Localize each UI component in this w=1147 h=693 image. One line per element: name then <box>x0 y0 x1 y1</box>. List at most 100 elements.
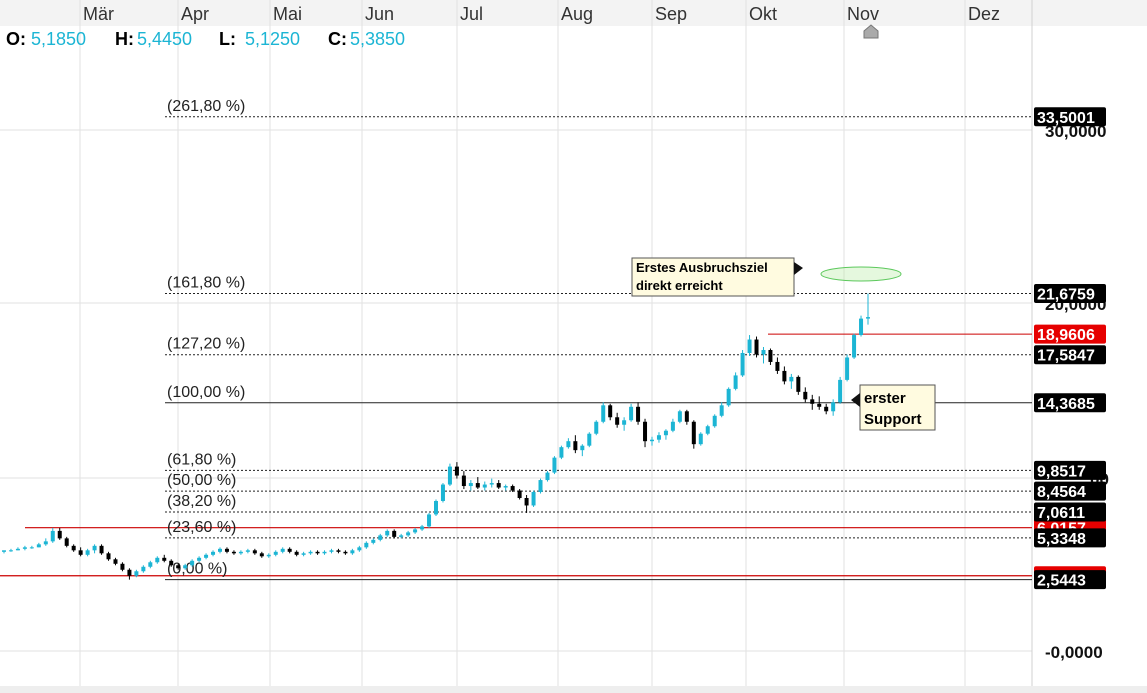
candle <box>350 548 355 555</box>
candle-body <box>406 532 411 536</box>
candle-body <box>36 544 41 548</box>
candle-body <box>524 498 529 506</box>
candle-body <box>447 466 452 485</box>
candle-body <box>385 530 390 536</box>
ohlc-high-label: H: <box>115 29 134 49</box>
candle <box>301 551 306 557</box>
candle-body <box>43 541 48 545</box>
candle <box>566 438 571 449</box>
candle <box>810 394 815 410</box>
candle-body <box>615 417 620 425</box>
x-tick-label: Aug <box>561 4 593 24</box>
x-tick-label: Dez <box>968 4 1000 24</box>
candle-body <box>733 375 738 389</box>
candle <box>15 547 20 551</box>
x-tick-label: Jun <box>365 4 394 24</box>
candle <box>601 402 606 424</box>
candle-body <box>810 399 815 404</box>
candle <box>587 432 592 448</box>
candle-body <box>740 352 745 376</box>
candle-body <box>517 490 522 498</box>
candle <box>371 538 376 545</box>
y-tick-label: 30,0000 <box>1045 122 1106 141</box>
candle <box>845 354 850 382</box>
candle-body <box>434 500 438 515</box>
candle <box>545 471 550 482</box>
candle-body <box>218 548 222 552</box>
candle <box>141 565 146 573</box>
candle-body <box>106 553 111 560</box>
candle <box>608 403 613 421</box>
candle-body <box>663 430 668 436</box>
candle <box>454 462 459 479</box>
candle-body <box>608 405 613 418</box>
candle <box>796 375 801 395</box>
candle-body <box>566 441 571 448</box>
annotation-box <box>859 384 936 431</box>
candle-body <box>629 406 634 421</box>
annotation-line: Support <box>864 411 922 428</box>
candle-body <box>594 421 599 434</box>
annotation-box <box>631 257 795 297</box>
candle-body <box>252 550 257 554</box>
candle <box>36 542 41 548</box>
ohlc-high-value: 5,4450 <box>137 29 192 49</box>
annotation-breakout-target: Erstes Ausbruchsziel direkt erreicht <box>631 257 803 297</box>
candle <box>650 436 654 446</box>
candle <box>29 545 34 549</box>
candle-body <box>503 486 508 488</box>
price-tag-label: 17,5847 <box>1037 348 1095 365</box>
candle <box>57 527 62 540</box>
candle <box>538 478 543 494</box>
candle <box>218 547 222 554</box>
fib-level-label: (161,80 %) <box>167 275 245 292</box>
x-tick-label: Sep <box>655 4 687 24</box>
candle <box>211 550 216 557</box>
candle <box>183 563 188 570</box>
x-tick-label: Mär <box>83 4 114 24</box>
candle-body <box>559 447 564 458</box>
candle <box>670 418 675 433</box>
candle-body <box>427 514 432 527</box>
candle <box>322 550 327 555</box>
x-axis-band <box>0 0 1147 26</box>
candle <box>85 548 90 557</box>
candle <box>580 444 585 457</box>
ohlc-low-value: 5,1250 <box>245 29 300 49</box>
candle <box>190 559 195 567</box>
candle <box>50 527 55 543</box>
candle <box>531 490 536 507</box>
candle-body <box>141 566 146 572</box>
candle-body <box>322 551 327 554</box>
candle-body <box>838 379 843 403</box>
candle-body <box>8 550 13 552</box>
candle <box>420 524 425 531</box>
candle <box>43 538 48 546</box>
candle <box>719 402 724 418</box>
candle-body <box>747 339 752 353</box>
candle-body <box>364 542 369 548</box>
fib-level-label: (50,00 %) <box>167 472 236 489</box>
candle <box>852 333 857 359</box>
candle <box>127 568 132 580</box>
target-highlight <box>820 266 902 282</box>
candle <box>691 420 696 449</box>
x-tick-label: Jul <box>460 4 483 24</box>
ohlc-open-value: 5,1850 <box>31 29 86 49</box>
candle-body <box>127 569 132 576</box>
candle-body <box>99 545 104 554</box>
candle <box>803 387 808 403</box>
candle <box>684 409 689 425</box>
annotation-pointer <box>794 262 803 275</box>
price-tag-bg <box>1034 460 1106 480</box>
candle-body <box>371 539 376 543</box>
price-tag-bg <box>1034 324 1106 344</box>
candle-body <box>468 483 473 487</box>
candle-body <box>698 433 703 445</box>
candle-body <box>259 553 264 557</box>
candle <box>8 548 13 552</box>
fib-level-label: (23,60 %) <box>167 519 236 536</box>
candle <box>92 544 97 554</box>
candle-body <box>496 483 501 488</box>
candle <box>440 483 445 503</box>
